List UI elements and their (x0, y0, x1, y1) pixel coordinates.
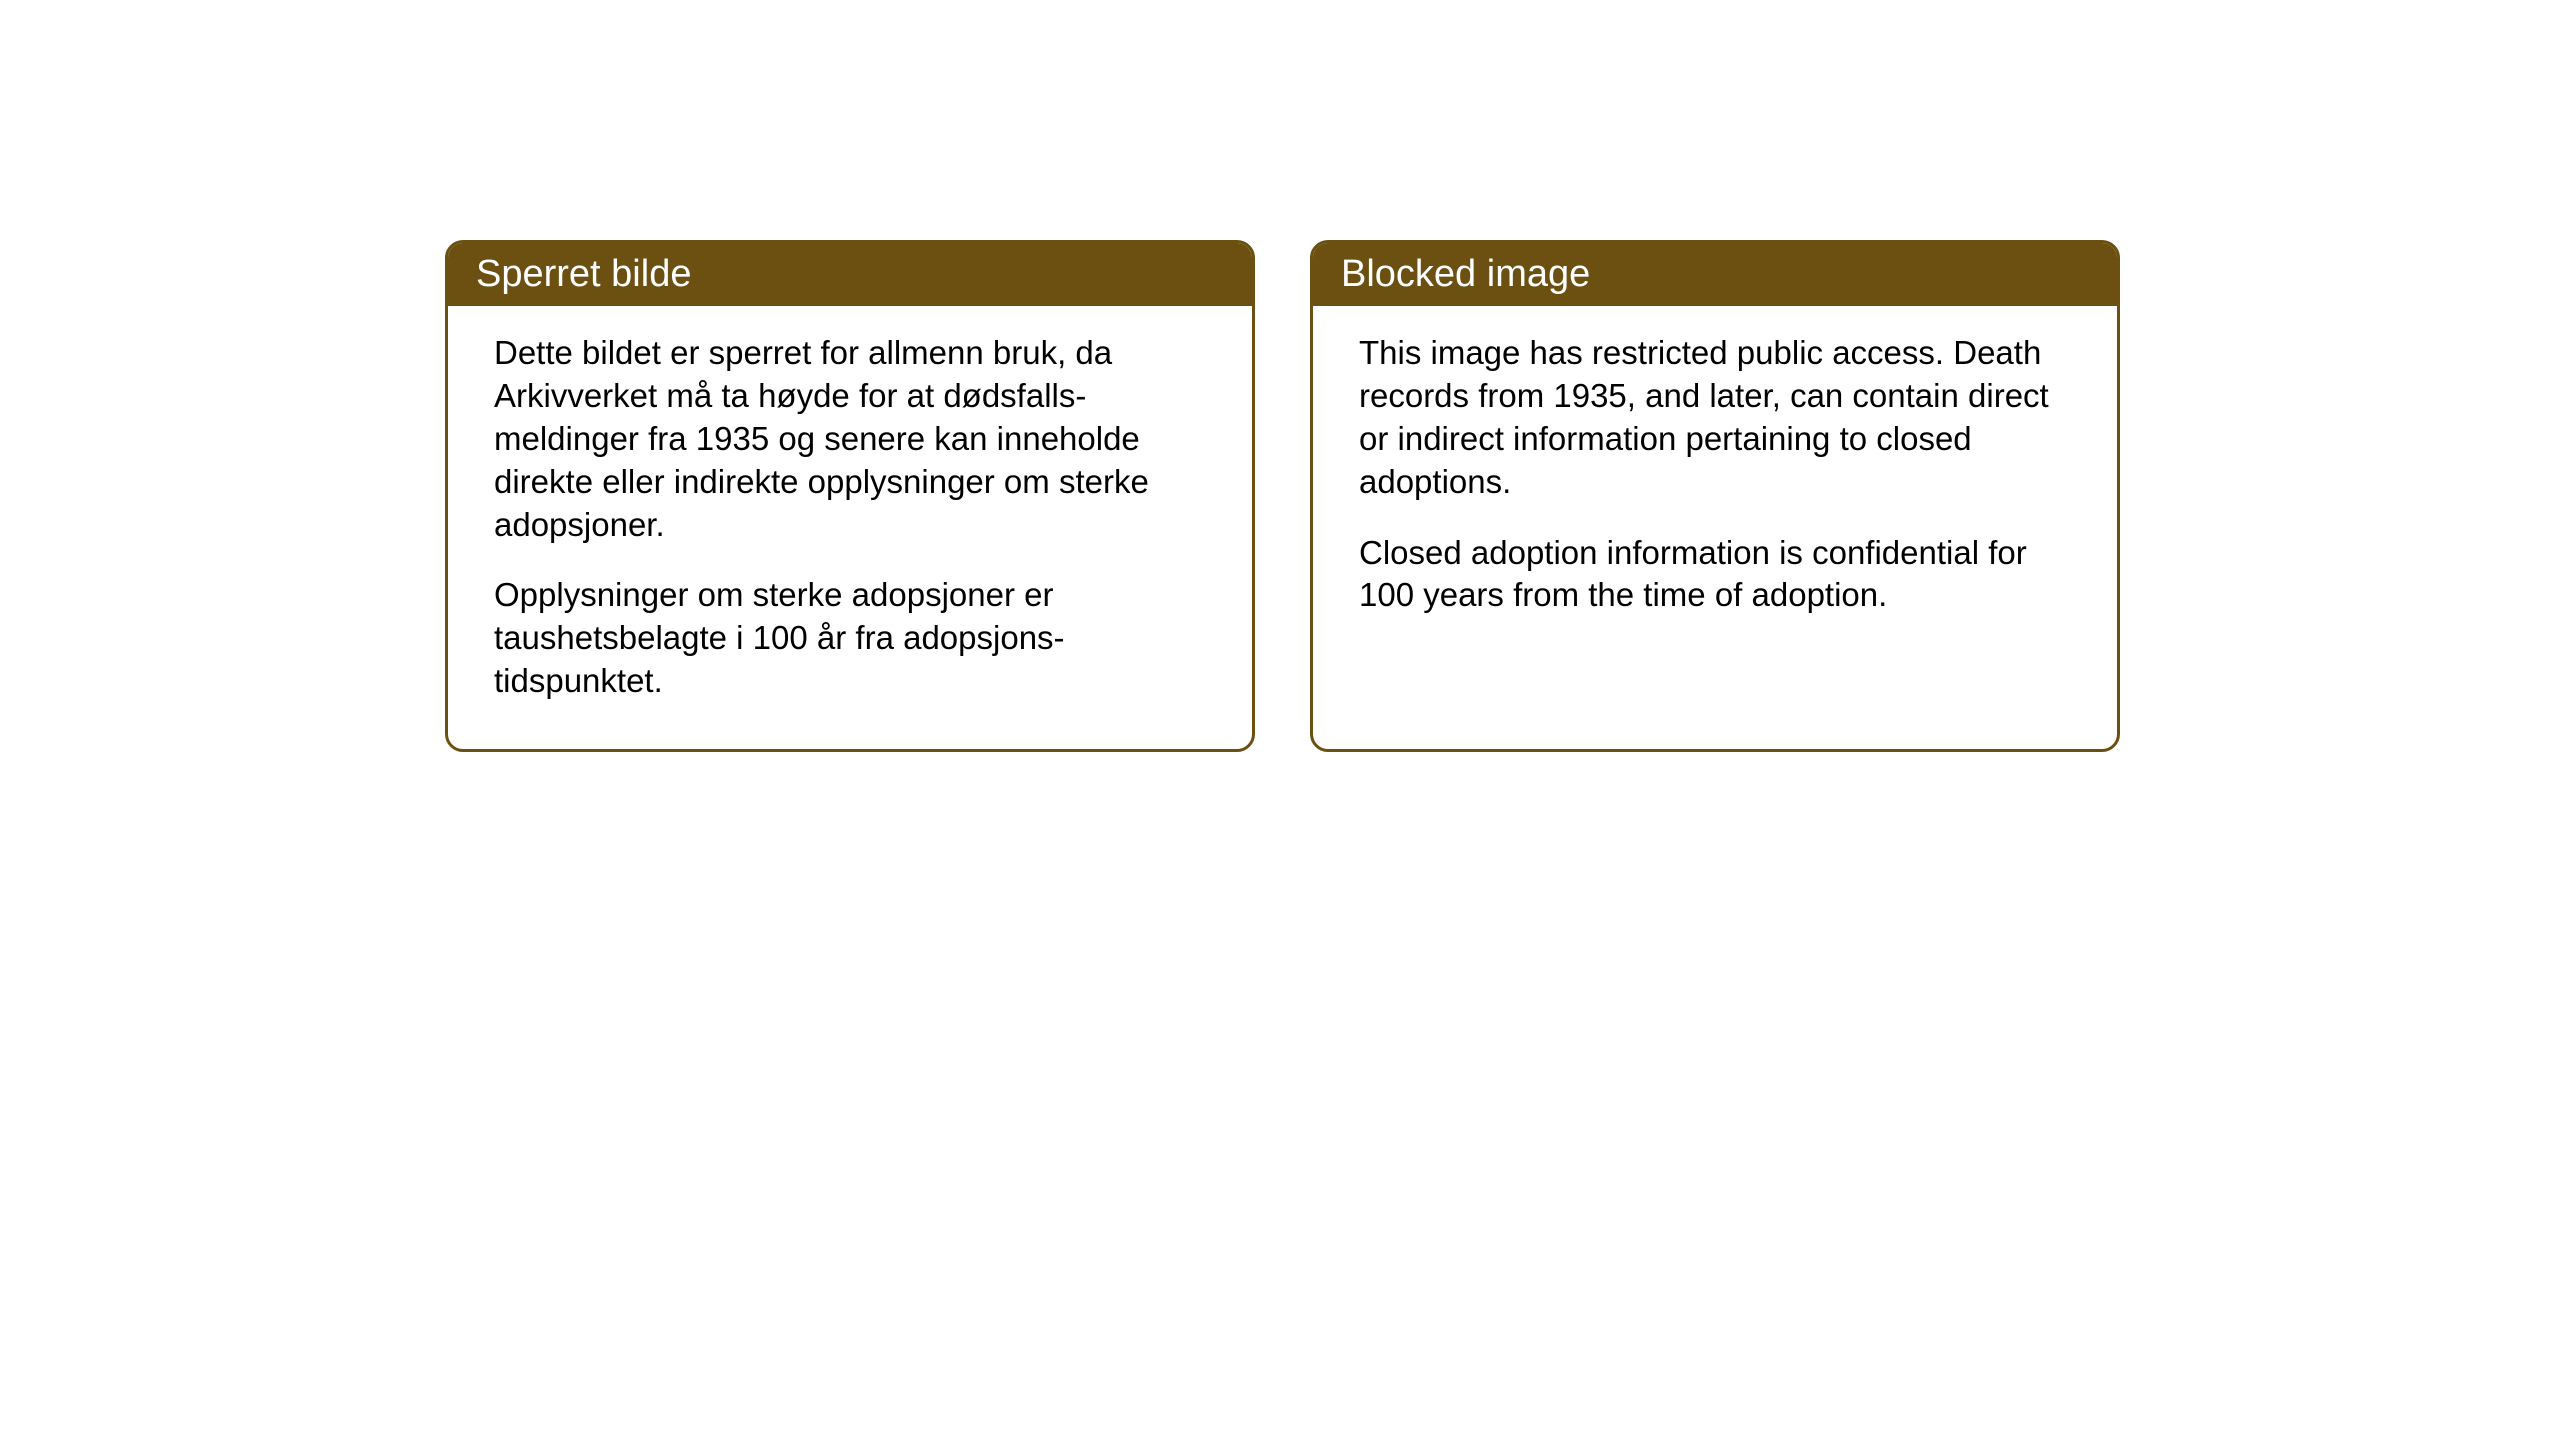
card-header-english: Blocked image (1313, 243, 2117, 306)
card-header-norwegian: Sperret bilde (448, 243, 1252, 306)
card-body-english: This image has restricted public access.… (1313, 306, 2117, 659)
notice-card-english: Blocked image This image has restricted … (1310, 240, 2120, 752)
card-paragraph-2-english: Closed adoption information is confident… (1359, 532, 2071, 618)
card-body-norwegian: Dette bildet er sperret for allmenn bruk… (448, 306, 1252, 745)
card-paragraph-2-norwegian: Opplysninger om sterke adopsjoner er tau… (494, 574, 1206, 703)
card-title-english: Blocked image (1341, 253, 1590, 295)
notice-container: Sperret bilde Dette bildet er sperret fo… (445, 240, 2120, 752)
card-paragraph-1-norwegian: Dette bildet er sperret for allmenn bruk… (494, 332, 1206, 546)
card-paragraph-1-english: This image has restricted public access.… (1359, 332, 2071, 504)
card-title-norwegian: Sperret bilde (476, 253, 691, 295)
notice-card-norwegian: Sperret bilde Dette bildet er sperret fo… (445, 240, 1255, 752)
